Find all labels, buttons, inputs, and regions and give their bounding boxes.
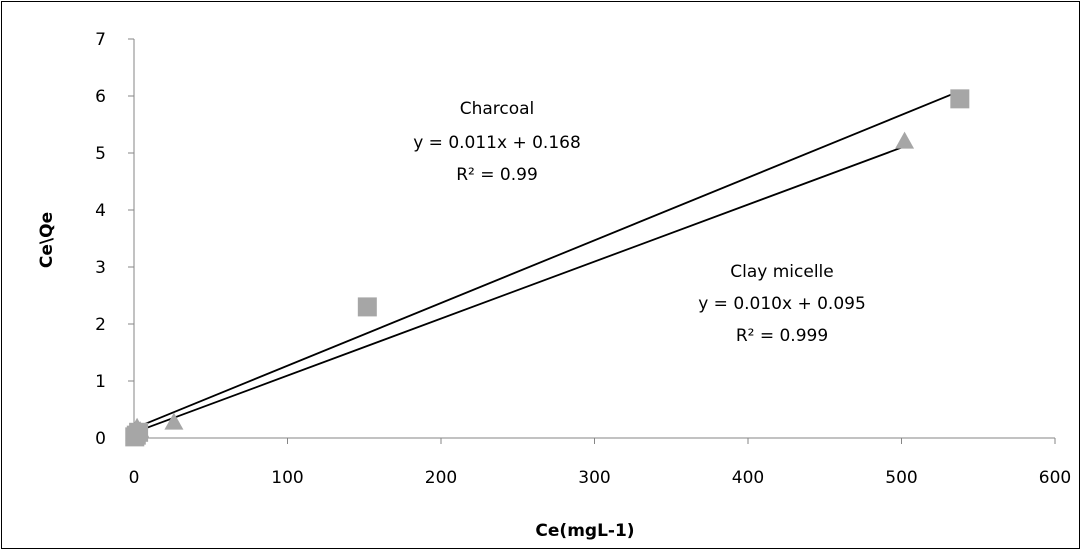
charcoal-series-label: Charcoal [460, 99, 535, 119]
annotations-layer: Charcoal y = 0.011x + 0.168 R² = 0.99 Clay … [413, 99, 866, 346]
point-clay-micelle [164, 412, 184, 430]
clay-micelle-equation-label: y = 0.010x + 0.095 [698, 294, 866, 314]
y-tick-label: 0 [95, 429, 106, 449]
point-charcoal [357, 297, 377, 317]
charcoal-r2-label: R² = 0.99 [456, 165, 538, 185]
x-axis-title: Ce(mgL-1) [535, 521, 634, 541]
y-tick-label: 4 [95, 201, 106, 221]
x-tick-label: 200 [425, 468, 457, 488]
clay-micelle-r2-label: R² = 0.999 [736, 326, 828, 346]
ticks-layer: 0 1 2 3 4 5 6 7 0 100 200 300 400 500 600 [95, 30, 1071, 488]
y-tick-label: 7 [95, 30, 106, 50]
x-tick-label: 100 [271, 468, 303, 488]
y-tick-label: 6 [95, 87, 106, 107]
y-axis-title: Ce\Qe [37, 212, 57, 268]
x-tick-label: 0 [129, 468, 140, 488]
x-tick-label: 600 [1039, 468, 1071, 488]
point-charcoal [950, 89, 970, 109]
y-tick-label: 5 [95, 144, 106, 164]
y-tick-label: 2 [95, 315, 106, 335]
x-tick-label: 500 [885, 468, 917, 488]
trendline-clay-micelle [133, 145, 905, 434]
x-tick-label: 400 [732, 468, 764, 488]
points-layer [125, 89, 970, 447]
point-clay-micelle [895, 131, 915, 149]
point-clay-micelle [130, 421, 150, 439]
clay-micelle-series-label: Clay micelle [730, 262, 833, 282]
x-tick-label: 300 [578, 468, 610, 488]
axes-layer [133, 39, 1055, 439]
y-tick-label: 3 [95, 258, 106, 278]
y-tick-label: 1 [95, 372, 106, 392]
charcoal-equation-label: y = 0.011x + 0.168 [413, 133, 581, 153]
trendline-charcoal [133, 90, 961, 430]
trendlines-layer [133, 90, 961, 434]
